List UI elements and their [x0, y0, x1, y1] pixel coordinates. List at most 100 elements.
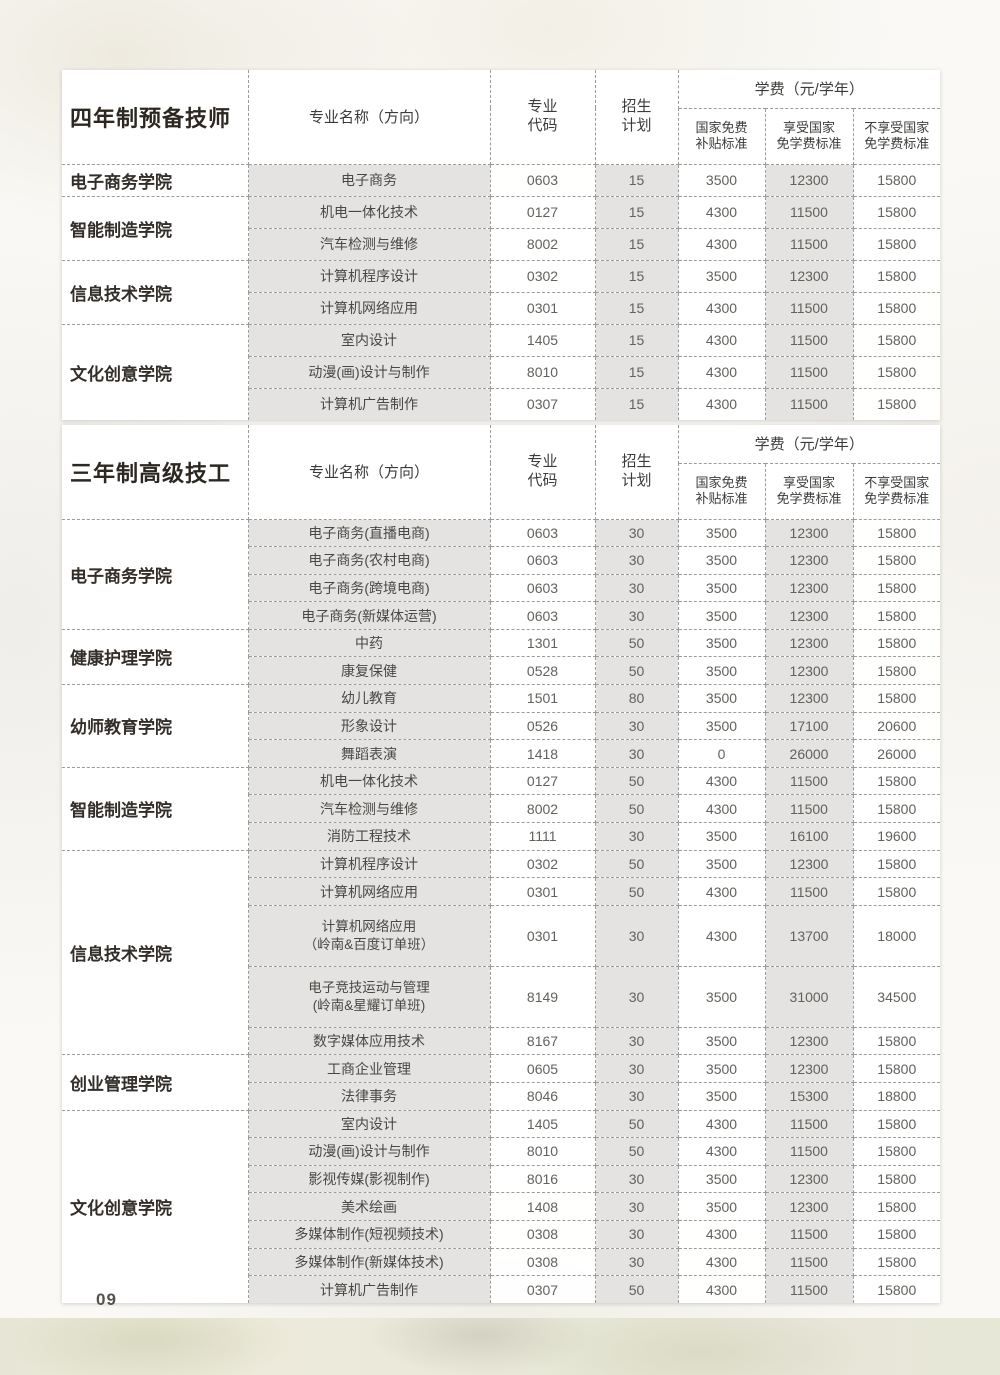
- fee-waiver-cell: 12300: [764, 573, 854, 603]
- plan-cell: 30: [594, 518, 679, 548]
- table-row: 智能制造学院 机电一体化技术 0127 15 4300 11500 15800: [61, 195, 941, 261]
- plan-cell: 15: [594, 291, 679, 325]
- major-cell: 舞蹈表演: [247, 739, 491, 768]
- fee-nowaiver-cell: 15800: [852, 227, 941, 261]
- col-header-code-line: 专业: [527, 453, 558, 470]
- plan-cell: 30: [594, 965, 679, 1028]
- college-cell: 信息技术学院: [61, 849, 249, 1056]
- college-cell: 智能制造学院: [61, 766, 249, 851]
- fee-waiver-cell: 12300: [764, 849, 854, 879]
- major-cell: 电子商务(新媒体运营): [247, 601, 491, 630]
- fee-nowaiver-cell: 34500: [852, 965, 941, 1028]
- college-cell: 幼师教育学院: [61, 684, 249, 768]
- fee-nowaiver-cell: 15800: [852, 546, 941, 575]
- col-header-plan-line: 计划: [621, 471, 652, 489]
- fee-subsidy-cell: 3500: [677, 822, 766, 851]
- code-cell: 1501: [489, 684, 596, 713]
- major-cell: 机电一体化技术: [247, 766, 491, 796]
- header-subrow: 国家免费 补贴标准 享受国家 免学费标准 不享受国家 免学费标准: [62, 107, 941, 165]
- fee-nowaiver-cell: 15800: [852, 877, 941, 906]
- fee-subsidy-cell: 3500: [677, 965, 766, 1028]
- table-row: 消防工程技术 1111 30 3500 16100 19600: [62, 822, 941, 851]
- fee-subsidy-cell: 3500: [677, 163, 766, 197]
- fee-subsidy-cell: 4300: [677, 1219, 766, 1249]
- col-header-fee2-line: 享受国家: [782, 119, 835, 135]
- code-cell: 0308: [489, 1247, 596, 1277]
- plan-cell: 30: [594, 1247, 679, 1277]
- code-cell: 8002: [489, 227, 596, 261]
- table-row: 计算机广告制作 0307 50 4300 11500 15800: [62, 1275, 941, 1304]
- table-row: 动漫(画)设计与制作 8010 50 4300 11500 15800: [62, 1137, 941, 1166]
- major-cell: 计算机程序设计: [247, 849, 491, 879]
- col-header-fee2: 享受国家 免学费标准: [764, 462, 854, 520]
- header-row: 三年制高级技工 专业名称（方向） 专业 代码 招生 计划 学费（元/学年）: [61, 424, 941, 520]
- major-cell-line: 计算机网络应用: [321, 918, 417, 934]
- plan-cell: 80: [594, 684, 679, 713]
- fee-subsidy-cell: 3500: [677, 1054, 766, 1083]
- fee-nowaiver-cell: 15800: [852, 794, 941, 824]
- major-cell: 中药: [247, 628, 491, 658]
- fee-nowaiver-cell: 15800: [852, 1275, 941, 1304]
- plan-cell: 30: [594, 601, 679, 630]
- plan-cell: 50: [594, 766, 679, 796]
- plan-cell: 30: [594, 822, 679, 851]
- fee-subsidy-cell: 4300: [677, 1137, 766, 1166]
- col-header-major: 专业名称（方向）: [247, 424, 491, 520]
- fee-subsidy-cell: 3500: [677, 711, 766, 741]
- fee-subsidy-cell: 4300: [677, 355, 766, 389]
- fee-nowaiver-cell: 15800: [852, 573, 941, 603]
- plan-cell: 30: [594, 1054, 679, 1083]
- col-header-fee3-line: 不享受国家: [864, 119, 930, 135]
- fee-subsidy-cell: 3500: [677, 518, 766, 548]
- fee-waiver-cell: 12300: [764, 1164, 854, 1194]
- fee-nowaiver-cell: 15800: [852, 1054, 941, 1083]
- col-header-fee1-line: 国家免费: [695, 119, 748, 135]
- major-cell: 电子商务(农村电商): [247, 546, 491, 575]
- table-row: 智能制造学院 机电一体化技术 0127 50 4300 11500 15800: [61, 766, 941, 851]
- fee-nowaiver-cell: 15800: [852, 656, 941, 686]
- col-header-fee-group: 学费（元/学年）: [677, 424, 941, 464]
- fee-waiver-cell: 12300: [764, 601, 854, 630]
- major-cell: 计算机网络应用 （岭南&百度订单班）: [247, 904, 491, 967]
- fee-subsidy-cell: 4300: [677, 766, 766, 796]
- plan-cell: 50: [594, 849, 679, 879]
- major-cell: 机电一体化技术: [247, 195, 491, 229]
- fee-waiver-cell: 11500: [764, 355, 854, 389]
- major-cell: 幼儿教育: [247, 684, 491, 713]
- fee-nowaiver-cell: 15800: [852, 601, 941, 630]
- fee-nowaiver-cell: 18000: [852, 904, 941, 967]
- major-cell: 室内设计: [247, 323, 491, 357]
- plan-cell: 30: [594, 904, 679, 967]
- plan-cell: 50: [594, 1137, 679, 1166]
- college-cell: 智能制造学院: [61, 195, 249, 261]
- code-cell: 0605: [489, 1054, 596, 1083]
- fee-nowaiver-cell: 15800: [852, 1026, 941, 1056]
- fee-waiver-cell: 11500: [764, 794, 854, 824]
- fee-subsidy-cell: 4300: [677, 794, 766, 824]
- fee-waiver-cell: 16100: [764, 822, 854, 851]
- major-cell: 动漫(画)设计与制作: [247, 1137, 491, 1166]
- fee-subsidy-cell: 4300: [677, 291, 766, 325]
- fee-waiver-cell: 12300: [764, 1192, 854, 1221]
- fee-subsidy-cell: 4300: [677, 904, 766, 967]
- code-cell: 8046: [489, 1082, 596, 1111]
- major-cell: 计算机网络应用: [247, 291, 491, 325]
- fee-waiver-cell: 11500: [764, 227, 854, 261]
- header-row: 四年制预备技师 专业名称（方向） 专业 代码 招生 计划 学费（元/学年）: [61, 69, 941, 165]
- plan-cell: 15: [594, 355, 679, 389]
- plan-cell: 50: [594, 656, 679, 686]
- fee-nowaiver-cell: 15800: [852, 355, 941, 389]
- table-row: 计算机广告制作 0307 15 4300 11500 15800: [62, 387, 941, 421]
- fee-subsidy-cell: 4300: [677, 323, 766, 357]
- code-cell: 0307: [489, 1275, 596, 1304]
- col-header-fee1: 国家免费 补贴标准: [677, 462, 766, 520]
- fee-waiver-cell: 11500: [764, 1137, 854, 1166]
- plan-cell: 30: [594, 1026, 679, 1056]
- code-cell: 8010: [489, 355, 596, 389]
- fee-waiver-cell: 12300: [764, 656, 854, 686]
- code-cell: 1405: [489, 323, 596, 357]
- fee-waiver-cell: 12300: [764, 518, 854, 548]
- fee-subsidy-cell: 3500: [677, 1192, 766, 1221]
- table-row: 幼师教育学院 幼儿教育 1501 80 3500 12300 15800: [61, 684, 941, 768]
- plan-cell: 30: [594, 573, 679, 603]
